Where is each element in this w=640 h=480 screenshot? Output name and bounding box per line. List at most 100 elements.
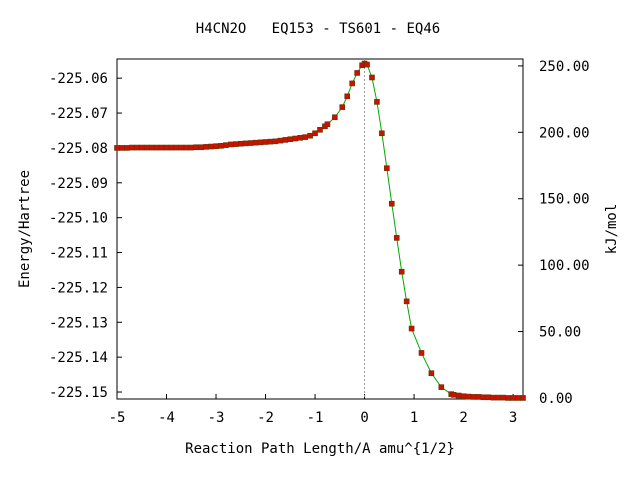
data-point [247,140,254,146]
data-point [252,139,259,146]
data-point [262,139,269,145]
data-point [505,395,511,401]
data-point [398,268,405,275]
data-point [134,144,140,151]
data-point [119,145,125,151]
data-point [193,144,200,151]
y-tick-label: -225.12 [49,280,108,296]
data-point [374,99,380,105]
data-point [292,135,299,142]
data-point [223,142,229,148]
data-point [428,370,435,376]
data-point [198,144,204,151]
data-point [297,135,304,141]
y-tick-label: -225.14 [49,350,108,366]
data-point [282,137,289,143]
data-point [178,144,185,151]
data-point [317,126,323,133]
data-point [510,395,516,401]
data-point [470,394,477,400]
y2-tick-label: 100.00 [539,258,590,274]
data-point [455,392,462,399]
chart-title: H4CN2O EQ153 - TS601 - EQ46 [196,21,440,37]
x-tick-label: 2 [459,410,467,426]
plot-frame [116,58,524,400]
data-point [272,138,279,145]
x-tick-label: -2 [257,410,274,426]
data-point [307,132,313,139]
data-point [218,143,224,149]
x-tick-label: -5 [109,410,126,426]
data-point [138,144,145,151]
data-point [143,144,150,151]
data-point [257,139,264,146]
data-point [450,392,457,398]
data-point [485,394,492,401]
data-point [287,136,294,143]
data-point [183,144,190,151]
y-tick-label: -225.09 [49,176,108,192]
data-point [312,130,318,137]
data-point [408,325,415,332]
data-point [339,104,346,110]
data-point [163,144,170,151]
data-point [213,143,219,149]
data-point [168,144,175,151]
data-point [515,395,521,401]
data-point [124,145,130,151]
data-point [418,350,425,356]
y2-tick-label: 0.00 [539,391,573,407]
y-tick-label: -225.10 [49,211,108,227]
x-tick-label: -4 [158,410,175,426]
data-point [277,137,284,144]
data-point [114,145,120,151]
data-point [188,144,195,151]
data-point [388,200,395,207]
data-point [364,61,370,68]
data-point [349,80,355,87]
y2-tick-label: 200.00 [539,125,590,141]
data-point [379,130,385,137]
data-point [302,134,308,140]
data-point [237,140,244,147]
data-point [500,394,507,401]
x-tick-label: -1 [307,410,324,426]
data-point [173,144,180,151]
y2-tick-label: 50.00 [539,325,581,341]
y-axis-label: Energy/Hartree [17,170,33,288]
x-tick-label: -3 [208,410,225,426]
data-point [208,143,214,150]
data-point [332,114,338,121]
data-point [324,121,331,128]
data-point [153,144,160,151]
data-point [344,93,351,100]
series-line [117,62,523,399]
data-point [384,165,390,171]
x-axis-label: Reaction Path Length/A amu^{1/2} [185,441,455,457]
data-point [393,235,400,241]
y2-tick-label: 150.00 [539,192,590,208]
data-point [490,394,497,401]
data-point [242,140,249,147]
data-point [480,394,487,401]
data-point [465,393,472,400]
y-tick-label: -225.11 [49,246,108,262]
y-tick-label: -225.06 [49,71,108,87]
y-tick-label: -225.07 [49,106,108,122]
data-point [495,394,502,401]
data-point [403,298,410,305]
data-point [354,70,360,76]
y-tick-label: -225.13 [49,315,108,331]
data-points [114,60,526,401]
data-point [460,393,467,400]
data-point [203,144,209,150]
data-point [148,144,155,151]
y-tick-label: -225.08 [49,141,108,157]
y2-axis-label: kJ/mol [604,204,620,255]
axis-ticks: -5 -4 -3 -2 -1 0 1 2 3 -225.06 -225.07 -225.08 -225.… [49,59,590,426]
data-point [228,141,234,148]
y-tick-label: -225.15 [49,385,108,401]
data-point [475,394,482,400]
data-point [233,141,239,147]
